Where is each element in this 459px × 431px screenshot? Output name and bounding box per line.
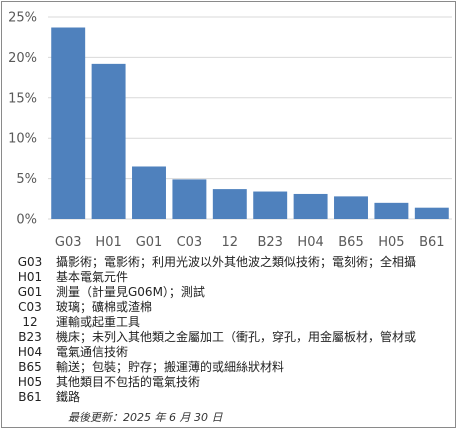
bar-B65 <box>334 196 368 219</box>
x-tick-label: C03 <box>177 235 203 250</box>
bars <box>51 27 449 220</box>
bar-B61 <box>414 207 449 219</box>
legend-description: 測量（計量見G06M）；測試 <box>56 285 205 299</box>
bar-H01 <box>91 63 126 219</box>
x-axis-ticks: G03 H01 G01 C03 12 B23 H04 B65 H05 B61 <box>55 235 445 250</box>
legend-row: B65 輸送；包裝；貯存；搬運薄的或細絲狀材料 <box>16 360 456 375</box>
legend-row: H05 其他類目不包括的電氣技術 <box>16 375 456 390</box>
legend-code: B61 <box>18 390 42 404</box>
x-tick-label: H04 <box>297 235 323 250</box>
legend-code: 12 <box>22 315 38 329</box>
x-tick-label: B23 <box>257 235 282 250</box>
legend-row: H04 電氣通信技術 <box>16 345 456 360</box>
legend-description: 攝影術；電影術；利用光波以外其他波之類似技術；電刻術；全相攝 <box>56 255 417 269</box>
legend-code: H04 <box>17 345 43 359</box>
y-tick-label: 5% <box>16 172 37 187</box>
legend-row: G03 攝影術；電影術；利用光波以外其他波之類似技術；電刻術；全相攝 <box>16 255 456 270</box>
legend-code: B23 <box>18 330 42 344</box>
legend-description: 玻璃；礦棉或渣棉 <box>56 300 153 314</box>
legend-row: B61 鐵路 <box>16 390 456 405</box>
bar-C03 <box>172 179 207 219</box>
x-tick-label: G01 <box>136 235 163 250</box>
legend-description: 機床；未列入其他類之金屬加工（衝孔，穿孔，用金屬板材，管材或 <box>56 330 417 344</box>
legend-row: B23 機床；未列入其他類之金屬加工（衝孔，穿孔，用金屬板材，管材或 <box>16 330 456 345</box>
x-tick-label: B65 <box>338 235 363 250</box>
y-tick-label: 20% <box>8 51 37 66</box>
y-tick-label: 10% <box>8 132 37 147</box>
legend-code: G01 <box>17 285 43 299</box>
y-tick-label: 15% <box>8 91 37 106</box>
x-tick-label: 12 <box>222 235 239 250</box>
y-axis-ticks: 0% 5% 10% 15% 20% 25% <box>8 11 37 228</box>
legend-row: H01 基本電氣元件 <box>16 270 456 285</box>
legend-code: G03 <box>17 255 43 269</box>
bar-G01 <box>132 166 166 219</box>
legend-description: 電氣通信技術 <box>56 345 129 359</box>
legend-description: 其他類目不包括的電氣技術 <box>56 375 201 389</box>
bar-12 <box>212 189 247 219</box>
x-tick-label: H01 <box>95 235 121 250</box>
legend-code: H05 <box>17 375 43 389</box>
x-tick-label: G03 <box>55 235 82 250</box>
y-tick-label: 25% <box>8 11 37 26</box>
legend-code: B65 <box>18 360 42 374</box>
legend-row: C03 玻璃；礦棉或渣棉 <box>16 300 456 315</box>
legend-row: 12 運輸或起重工具 <box>16 315 456 330</box>
bar-G03 <box>51 27 86 220</box>
x-tick-label: B61 <box>419 235 444 250</box>
legend: G03 攝影術；電影術；利用光波以外其他波之類似技術；電刻術；全相攝 H01 基本電氣… <box>16 255 456 405</box>
legend-code: H01 <box>17 270 43 284</box>
x-tick-label: H05 <box>378 235 404 250</box>
bar-H04 <box>293 193 328 219</box>
legend-description: 鐵路 <box>56 390 81 404</box>
y-tick-label: 0% <box>16 213 37 228</box>
bar-chart: 0% 5% 10% 15% 20% 25% G03 H01 G01 C03 12 B23 H04 B65… <box>8 11 452 250</box>
legend-description: 基本電氣元件 <box>56 270 129 284</box>
bar-B23 <box>253 191 288 219</box>
bar-H05 <box>374 202 409 219</box>
legend-row: G01 測量（計量見G06M）；測試 <box>16 285 456 300</box>
legend-description: 輸送；包裝；貯存；搬運薄的或細絲狀材料 <box>56 360 285 374</box>
legend-description: 運輸或起重工具 <box>56 315 141 329</box>
last-updated: 最後更新：2025 年 6 月 30 日 <box>68 411 223 424</box>
legend-code: C03 <box>18 300 42 314</box>
